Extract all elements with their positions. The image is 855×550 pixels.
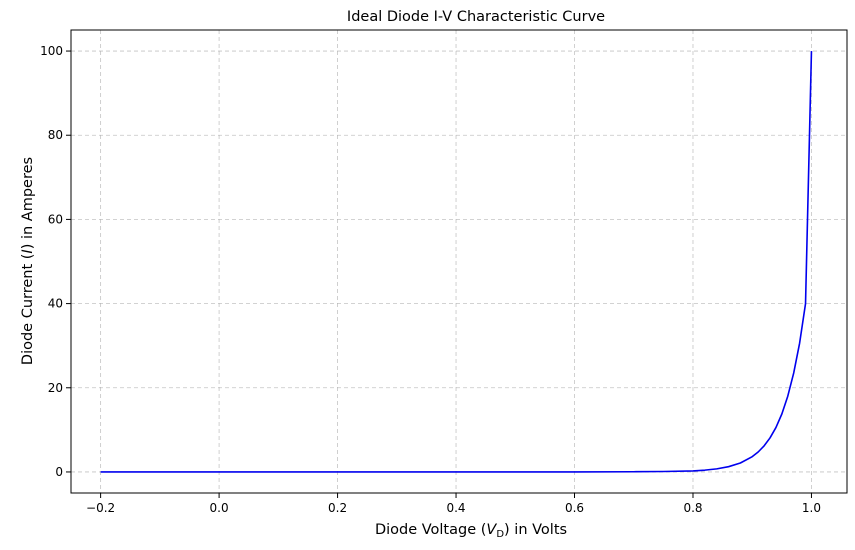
diode-current-line — [100, 51, 813, 473]
plot-series — [100, 51, 813, 473]
x-tick-label: 0.2 — [328, 501, 347, 515]
chart-title: Ideal Diode I-V Characteristic Curve — [347, 9, 605, 25]
plot-frame — [70, 29, 848, 494]
x-tick-label: 0.6 — [565, 501, 584, 515]
y-tick-label: 40 — [48, 297, 63, 311]
y-axis-label-symbol: I — [20, 249, 36, 253]
y-tick-label: 20 — [48, 381, 63, 395]
x-tick-label: 1.0 — [802, 501, 821, 515]
y-axis-label-prefix: Diode Current ( — [20, 254, 36, 366]
x-tick-label: 0.8 — [683, 501, 702, 515]
x-tick-label: 0.4 — [446, 501, 465, 515]
x-tick-label: 0.0 — [210, 501, 229, 515]
x-axis-label-symbol: V — [486, 522, 497, 538]
y-tick-label: 80 — [48, 128, 63, 142]
x-axis-label-prefix: Diode Voltage ( — [375, 522, 486, 538]
grid-lines — [71, 30, 847, 493]
x-axis-label-subscript: D — [496, 529, 504, 540]
y-tick-label: 100 — [40, 44, 63, 58]
x-axis-label-suffix: ) in Volts — [504, 522, 567, 538]
y-axis-ticks: 0 20 40 60 80 100 — [40, 44, 71, 479]
x-tick-label: −0.2 — [86, 501, 115, 515]
y-tick-label: 0 — [55, 465, 63, 479]
x-axis-ticks: −0.2 0.0 0.2 0.4 0.6 0.8 1.0 — [86, 493, 821, 515]
y-axis-label-suffix: ) in Amperes — [20, 157, 36, 249]
x-axis-label: Diode Voltage (VD) in Volts — [375, 522, 567, 540]
y-axis-label: Diode Current (I) in Amperes — [20, 157, 36, 365]
y-tick-label: 60 — [48, 212, 63, 226]
